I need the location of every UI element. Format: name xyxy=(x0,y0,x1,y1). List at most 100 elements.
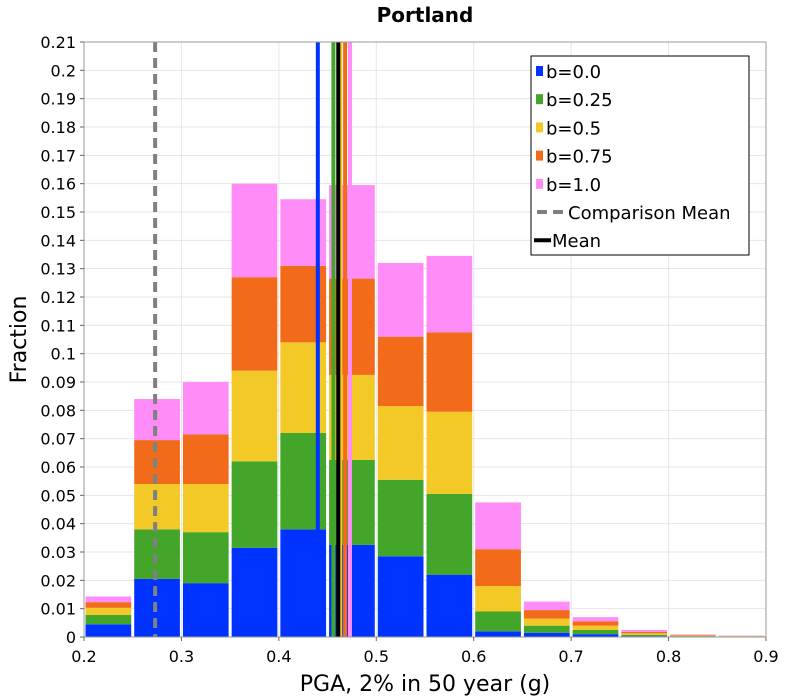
x-tick-label: 0.7 xyxy=(558,647,583,666)
bar-segment-b-0-25-bin-7 xyxy=(426,493,473,575)
bar-segment-b-0-5-bin-9 xyxy=(523,618,570,626)
x-tick-label: 0.3 xyxy=(169,647,194,666)
x-tick-label: 0.5 xyxy=(364,647,389,666)
bar-segment-b-0-5-bin-3 xyxy=(231,370,278,462)
bar-segment-b-0-5-bin-11 xyxy=(621,633,668,635)
y-tick-label: 0.15 xyxy=(40,203,76,222)
y-tick-label: 0.1 xyxy=(51,345,76,364)
bar-segment-b-1-0-bin-7 xyxy=(426,255,473,333)
x-tick-label: 0.8 xyxy=(656,647,681,666)
bar-segment-b-0-25-bin-11 xyxy=(621,634,668,637)
bar-segment-b-1-0-bin-12 xyxy=(670,634,716,636)
y-tick-label: 0.21 xyxy=(40,33,76,52)
y-tick-label: 0.04 xyxy=(40,515,76,534)
chart-title: Portland xyxy=(377,3,474,27)
bar-segment-b-0-25-bin-10 xyxy=(572,629,619,635)
y-tick-label: 0 xyxy=(66,628,76,647)
x-axis-ticks: 0.2 0.3 0.4 0.5 0.6 0.7 0.8 0.9 xyxy=(71,637,779,666)
bar-segment-b-0-0-bin-9 xyxy=(523,632,570,637)
bar-segment-b-0-0-bin-2 xyxy=(182,583,229,637)
y-axis-ticks: 0 0.01 0.02 0.03 0.04 0.05 0.06 0.07 0.08 0.09 0.1… xyxy=(40,33,84,647)
bar-segment-b-0-0-bin-10 xyxy=(572,634,619,637)
bar-segment-b-0-75-bin-12 xyxy=(670,635,716,636)
bar-segment-b-1-0-bin-0 xyxy=(85,596,132,603)
bar-segment-b-0-75-bin-9 xyxy=(523,610,570,619)
y-tick-label: 0.03 xyxy=(40,543,76,562)
legend-swatch xyxy=(536,122,543,133)
legend-label: b=0.75 xyxy=(546,147,613,168)
legend-label: b=0.0 xyxy=(546,62,601,83)
x-tick-label: 0.9 xyxy=(753,647,778,666)
y-tick-label: 0.07 xyxy=(40,430,76,449)
bar-segment-b-0-5-bin-6 xyxy=(377,406,424,480)
bar-segment-b-0-75-bin-3 xyxy=(231,277,278,371)
y-tick-label: 0.16 xyxy=(40,175,76,194)
bar-segment-b-0-25-bin-12 xyxy=(670,636,716,637)
y-tick-label: 0.05 xyxy=(40,486,76,505)
legend-label: Mean xyxy=(552,231,601,252)
legend-label: b=0.25 xyxy=(546,90,613,111)
bar-segment-b-0-25-bin-8 xyxy=(475,611,521,632)
bar-segment-b-1-0-bin-8 xyxy=(475,502,521,550)
legend-swatch xyxy=(536,178,543,189)
bar-segment-b-0-25-bin-2 xyxy=(182,532,229,584)
legend: b=0.0 b=0.25 b=0.5 b=0.75 b=1.0 Comparison Me… xyxy=(530,55,750,256)
y-tick-label: 0.17 xyxy=(40,146,76,165)
y-tick-label: 0.11 xyxy=(40,316,76,335)
bar-segment-b-0-75-bin-8 xyxy=(475,549,521,586)
legend-label: b=1.0 xyxy=(546,175,601,196)
bar-segment-b-0-0-bin-8 xyxy=(475,631,521,637)
bar-segment-b-0-0-bin-7 xyxy=(426,574,473,637)
y-tick-label: 0.19 xyxy=(40,90,76,109)
bar-segment-b-0-25-bin-9 xyxy=(523,625,570,633)
legend-box xyxy=(530,55,750,256)
bar-segment-b-0-0-bin-3 xyxy=(231,547,278,637)
y-tick-label: 0.02 xyxy=(40,571,76,590)
x-tick-label: 0.4 xyxy=(266,647,291,666)
bar-segment-b-1-0-bin-11 xyxy=(621,629,668,632)
bar-segment-b-0-5-bin-0 xyxy=(85,607,132,615)
bar-segment-b-1-0-bin-3 xyxy=(231,183,278,278)
bar-segment-b-0-75-bin-0 xyxy=(85,602,132,608)
legend-swatch xyxy=(536,66,543,76)
legend-label: b=0.5 xyxy=(546,118,601,139)
legend-label: Comparison Mean xyxy=(568,203,731,224)
bar-segment-b-0-25-bin-3 xyxy=(231,461,278,548)
y-tick-label: 0.13 xyxy=(40,260,76,279)
bar-segment-b-0-75-bin-10 xyxy=(572,621,619,626)
y-tick-label: 0.18 xyxy=(40,118,76,137)
y-tick-label: 0.06 xyxy=(40,458,76,477)
y-tick-label: 0.2 xyxy=(51,61,76,80)
bar-segment-b-0-5-bin-2 xyxy=(182,484,229,533)
bar-segment-b-1-0-bin-6 xyxy=(377,263,424,337)
mean-lines xyxy=(153,42,352,637)
bar-segment-b-0-5-bin-10 xyxy=(572,625,619,630)
y-axis-title: Fraction xyxy=(7,296,32,384)
y-tick-label: 0.09 xyxy=(40,373,76,392)
legend-swatch xyxy=(536,94,543,105)
x-tick-label: 0.6 xyxy=(461,647,486,666)
bar-segment-b-0-5-bin-8 xyxy=(475,586,521,612)
bar-segment-b-0-25-bin-0 xyxy=(85,614,132,625)
bar-segment-b-0-25-bin-6 xyxy=(377,479,424,557)
bar-segment-b-1-0-bin-2 xyxy=(182,382,229,435)
y-tick-label: 0.12 xyxy=(40,288,76,307)
y-tick-label: 0.14 xyxy=(40,231,76,250)
bar-segment-b-1-0-bin-9 xyxy=(523,601,570,611)
bar-segment-b-0-75-bin-7 xyxy=(426,332,473,412)
bar-segment-b-0-75-bin-6 xyxy=(377,336,424,407)
x-axis-title: PGA, 2% in 50 year (g) xyxy=(300,672,551,697)
bar-segment-b-1-0-bin-10 xyxy=(572,617,619,622)
bar-segment-b-0-0-bin-6 xyxy=(377,556,424,637)
bar-segment-b-0-75-bin-11 xyxy=(621,631,668,634)
plot-frame xyxy=(83,41,767,638)
bar-segment-b-0-0-bin-0 xyxy=(85,624,132,637)
bar-segment-b-0-75-bin-2 xyxy=(182,434,229,484)
y-tick-label: 0.01 xyxy=(40,600,76,619)
y-tick-label: 0.08 xyxy=(40,401,76,420)
x-tick-label: 0.2 xyxy=(71,647,96,666)
bar-segment-b-0-5-bin-7 xyxy=(426,411,473,494)
legend-swatch xyxy=(536,150,543,161)
bar-segment-b-0-5-bin-12 xyxy=(670,635,716,637)
